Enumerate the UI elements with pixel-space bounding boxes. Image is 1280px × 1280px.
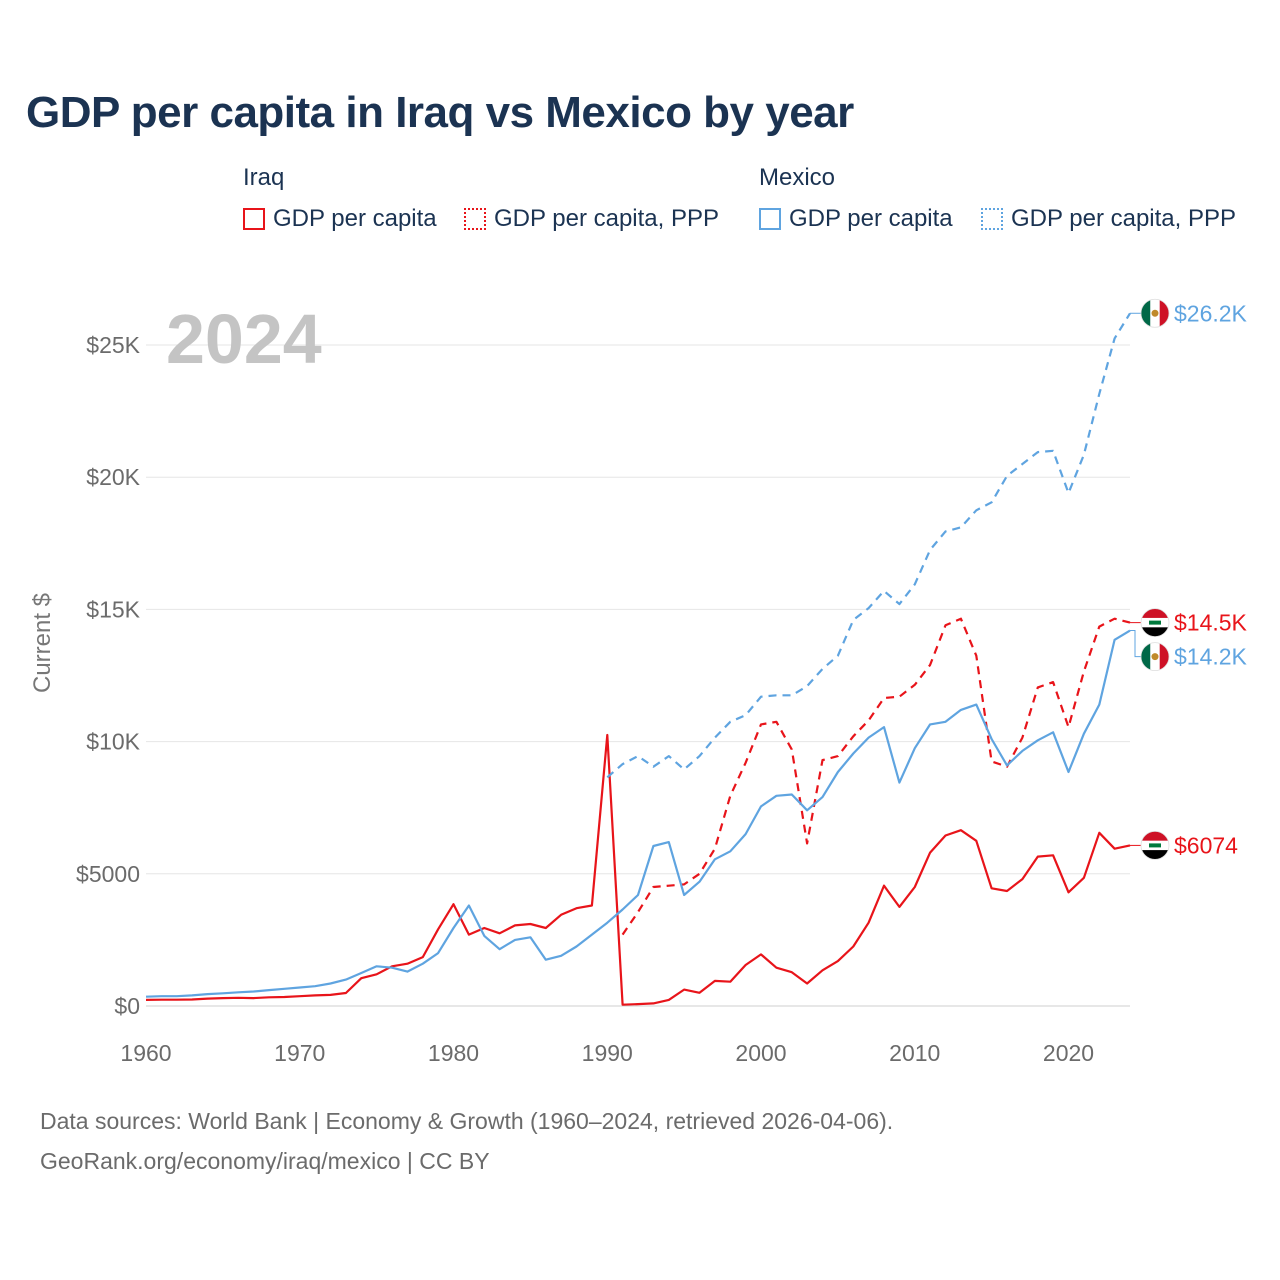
y-axis: $0 $5000 $10K $15K $20K $25K: [76, 332, 141, 1019]
legend-item-iraq-gdp[interactable]: GDP per capita: [243, 204, 437, 234]
legend-label: GDP per capita: [789, 205, 953, 232]
x-tick-label: 2000: [735, 1040, 786, 1066]
x-tick-label: 2020: [1043, 1040, 1094, 1066]
x-tick-label: 1990: [582, 1040, 633, 1066]
legend-label: GDP per capita, PPP: [494, 205, 719, 232]
y-tick-label: $5000: [76, 861, 140, 887]
legend-label: GDP per capita: [273, 205, 437, 232]
iraq-flag-icon: [1140, 831, 1170, 860]
x-tick-label: 1970: [274, 1040, 325, 1066]
x-tick-label: 1960: [120, 1040, 171, 1066]
y-tick-label: $20K: [86, 464, 140, 490]
series-line: [145, 733, 1131, 1006]
legend-label: GDP per capita, PPP: [1011, 205, 1236, 232]
series-line: [621, 617, 1131, 936]
footer-attribution[interactable]: GeoRank.org/economy/iraq/mexico | CC BY: [40, 1148, 490, 1174]
y-tick-label: $25K: [86, 332, 140, 358]
end-labels: $26.2K $14.5K $14.2K $6074: [1130, 298, 1248, 860]
series-line: [606, 312, 1131, 779]
y-axis-label: Current $: [29, 593, 56, 693]
legend-group-iraq: Iraq: [243, 164, 285, 191]
end-value-label: $26.2K: [1174, 300, 1248, 326]
series-lines: [145, 312, 1131, 1006]
x-axis: 1960 1970 1980 1990 2000 2010 2020: [120, 1040, 1094, 1066]
chart-title: GDP per capita in Iraq vs Mexico by year: [26, 88, 854, 137]
mexico-flag-icon: [1140, 298, 1170, 328]
legend-group-mexico: Mexico: [759, 164, 836, 191]
legend-swatch-solid: [243, 208, 265, 230]
y-tick-label: $10K: [86, 729, 140, 755]
x-tick-label: 1980: [428, 1040, 479, 1066]
x-tick-label: 2010: [889, 1040, 940, 1066]
grid: [146, 344, 1130, 1007]
iraq-flag-icon: [1140, 608, 1170, 638]
legend-item-mexico-gdp-ppp[interactable]: GDP per capita, PPP: [981, 204, 1236, 234]
year-watermark: 2024: [166, 300, 322, 378]
legend-swatch-solid: [759, 208, 781, 230]
legend-item-mexico-gdp[interactable]: GDP per capita: [759, 204, 953, 234]
y-tick-label: $15K: [86, 596, 140, 622]
end-value-label: $14.5K: [1174, 610, 1248, 636]
end-value-label: $14.2K: [1174, 644, 1248, 670]
label-connector: [1130, 630, 1141, 658]
legend-swatch-dotted: [464, 208, 486, 230]
end-value-label: $6074: [1174, 832, 1238, 858]
mexico-flag-icon: [1140, 642, 1170, 672]
series-line: [145, 629, 1131, 998]
footer-sources: Data sources: World Bank | Economy & Gro…: [40, 1108, 894, 1134]
y-tick-label: $0: [114, 993, 140, 1019]
legend-swatch-dotted: [981, 208, 1003, 230]
legend-item-iraq-gdp-ppp[interactable]: GDP per capita, PPP: [464, 204, 719, 234]
